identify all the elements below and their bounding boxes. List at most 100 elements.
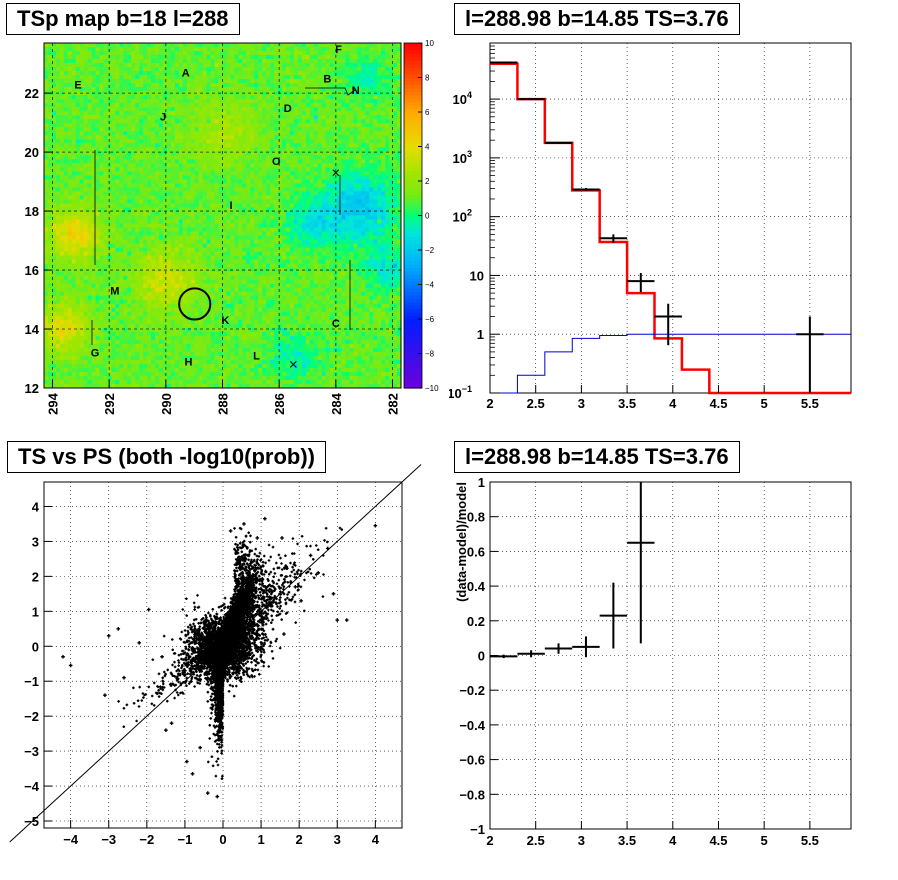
heatmap-cell	[270, 215, 275, 221]
heatmap-cell	[206, 115, 212, 120]
heatmap-cell	[190, 143, 196, 148]
heatmap-cell	[198, 375, 204, 381]
heatmap-cell	[47, 99, 53, 104]
heatmap-cell	[218, 375, 223, 381]
heatmap-cell	[198, 159, 204, 164]
heatmap-cell	[178, 87, 184, 92]
heatmap-cell	[155, 151, 160, 156]
heatmap-cell	[127, 383, 132, 389]
heatmap-cell	[190, 359, 196, 365]
heatmap-cell	[234, 255, 239, 261]
heatmap-cell	[182, 51, 188, 56]
heatmap-cell	[222, 55, 227, 60]
heatmap-cell	[250, 83, 255, 88]
heatmap-cell	[127, 239, 132, 245]
heatmap-cell	[202, 251, 208, 257]
heatmap-cell	[250, 183, 255, 188]
heatmap-cell	[111, 75, 116, 80]
heatmap-cell	[67, 211, 73, 216]
heatmap-cell	[182, 327, 188, 333]
heatmap-cell	[131, 203, 136, 208]
heatmap-cell	[182, 119, 188, 124]
heatmap-cell	[119, 131, 124, 136]
heatmap-cell	[226, 255, 231, 261]
heatmap-cell	[107, 295, 112, 301]
heatmap-cell	[178, 207, 184, 212]
heatmap-cell	[226, 43, 231, 48]
heatmap-cell	[79, 67, 85, 72]
heatmap-cell	[103, 163, 108, 168]
heatmap-cell	[262, 227, 267, 233]
heatmap-cell	[270, 123, 275, 128]
heatmap-cell	[59, 79, 65, 84]
heatmap-cell	[135, 343, 140, 349]
heatmap-cell	[218, 327, 223, 333]
heatmap-cell	[151, 107, 156, 112]
heatmap-cell	[51, 91, 57, 96]
heatmap-cell	[186, 187, 192, 192]
heatmap-cell	[79, 335, 85, 341]
heatmap-cell	[170, 347, 176, 353]
heatmap-cell	[95, 371, 101, 377]
heatmap-cell	[194, 287, 200, 293]
heatmap-cell	[123, 159, 128, 164]
heatmap-cell	[210, 367, 216, 373]
heatmap-cell	[238, 347, 243, 353]
heatmap-cell	[214, 371, 220, 377]
heatmap-cell	[202, 359, 208, 365]
heatmap-cell	[170, 159, 176, 164]
heatmap-cell	[79, 127, 85, 132]
heatmap-cell	[103, 311, 108, 317]
heatmap-cell	[139, 303, 144, 309]
heatmap-cell	[254, 215, 259, 221]
heatmap-cell	[170, 231, 176, 237]
heatmap-cell	[107, 131, 112, 136]
heatmap-cell	[254, 327, 259, 333]
heatmap-cell	[155, 203, 160, 208]
heatmap-cell	[230, 127, 235, 132]
heatmap-cell	[206, 159, 212, 164]
heatmap-cell	[99, 143, 104, 148]
heatmap-cell	[147, 287, 152, 293]
heatmap-cell	[170, 335, 176, 341]
heatmap-cell	[87, 203, 93, 208]
heatmap-cell	[214, 319, 220, 325]
heatmap-cell	[202, 295, 208, 301]
heatmap-cell	[83, 235, 89, 241]
heatmap-cell	[63, 147, 69, 152]
heatmap-cell	[131, 223, 136, 229]
heatmap-cell	[115, 255, 120, 261]
heatmap-cell	[47, 231, 53, 237]
heatmap-cell	[274, 63, 279, 68]
heatmap-cell	[44, 355, 49, 361]
heatmap-cell	[67, 67, 73, 72]
heatmap-cell	[250, 139, 255, 144]
heatmap-cell	[111, 263, 116, 269]
heatmap-cell	[151, 135, 156, 140]
heatmap-cell	[135, 127, 140, 132]
heatmap-cell	[238, 339, 243, 345]
heatmap-cell	[258, 347, 263, 353]
heatmap-cell	[198, 319, 204, 325]
heatmap-cell	[190, 59, 196, 64]
heatmap-cell	[47, 311, 53, 317]
heatmap-cell	[79, 371, 85, 377]
heatmap-cell	[194, 187, 200, 192]
heatmap-cell	[111, 131, 116, 136]
heatmap-cell	[242, 51, 247, 56]
heatmap-cell	[258, 211, 263, 216]
heatmap-cell	[202, 103, 208, 108]
heatmap-cell	[242, 367, 247, 373]
heatmap-cell	[214, 199, 220, 204]
heatmap-cell	[75, 219, 81, 225]
heatmap-cell	[63, 175, 69, 180]
heatmap-cell	[99, 99, 104, 104]
heatmap-cell	[63, 331, 69, 337]
heatmap-cell	[234, 315, 239, 321]
heatmap-cell	[238, 215, 243, 221]
heatmap-cell	[71, 279, 77, 285]
heatmap-cell	[258, 307, 263, 313]
heatmap-cell	[258, 99, 263, 104]
heatmap-cell	[71, 347, 77, 353]
heatmap-cell	[166, 247, 172, 253]
